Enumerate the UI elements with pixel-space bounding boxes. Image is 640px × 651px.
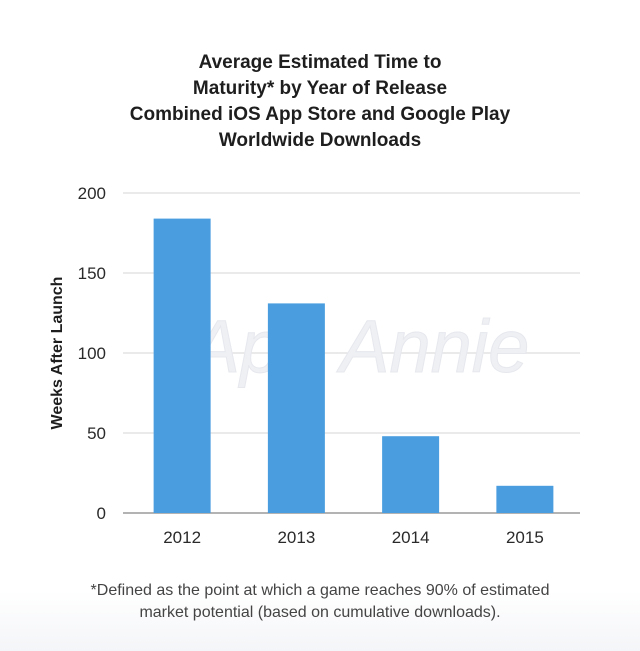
y-tick-label-0: 0 — [97, 504, 106, 523]
chart-title-line-3: Combined iOS App Store and Google Play — [129, 104, 511, 125]
x-tick-labels: 2012 2013 2014 2015 — [163, 528, 544, 547]
footnote: *Defined as the point at which a game re… — [0, 580, 640, 624]
x-tick-label-2014: 2014 — [392, 528, 430, 547]
chart-title-line-1: Average Estimated Time to — [198, 52, 442, 73]
y-tick-label-50: 50 — [87, 424, 106, 443]
y-axis-label: Weeks After Launch — [49, 277, 66, 430]
bar-2014 — [382, 436, 440, 513]
watermark: App Annie — [186, 305, 530, 389]
x-tick-label-2013: 2013 — [277, 528, 315, 547]
footnote-line-2: market potential (based on cumulative do… — [139, 604, 501, 621]
y-tick-label-100: 100 — [78, 344, 106, 363]
chart-title-line-4: Worldwide Downloads — [218, 130, 422, 151]
bar-2015 — [496, 485, 554, 513]
y-tick-labels: 0 50 100 150 200 — [78, 184, 106, 523]
y-tick-label-200: 200 — [78, 184, 106, 203]
footnote-line-1: *Defined as the point at which a game re… — [90, 582, 550, 599]
x-tick-label-2015: 2015 — [506, 528, 544, 547]
x-tick-label-2012: 2012 — [163, 528, 201, 547]
chart-title: Average Estimated Time to Maturity* by Y… — [0, 50, 640, 154]
watermark-text: App Annie — [187, 305, 530, 388]
y-tick-label-150: 150 — [78, 264, 106, 283]
bar-2012 — [153, 218, 211, 513]
chart-title-line-2: Maturity* by Year of Release — [192, 78, 448, 99]
bars — [153, 218, 554, 513]
bar-2013 — [267, 303, 325, 513]
